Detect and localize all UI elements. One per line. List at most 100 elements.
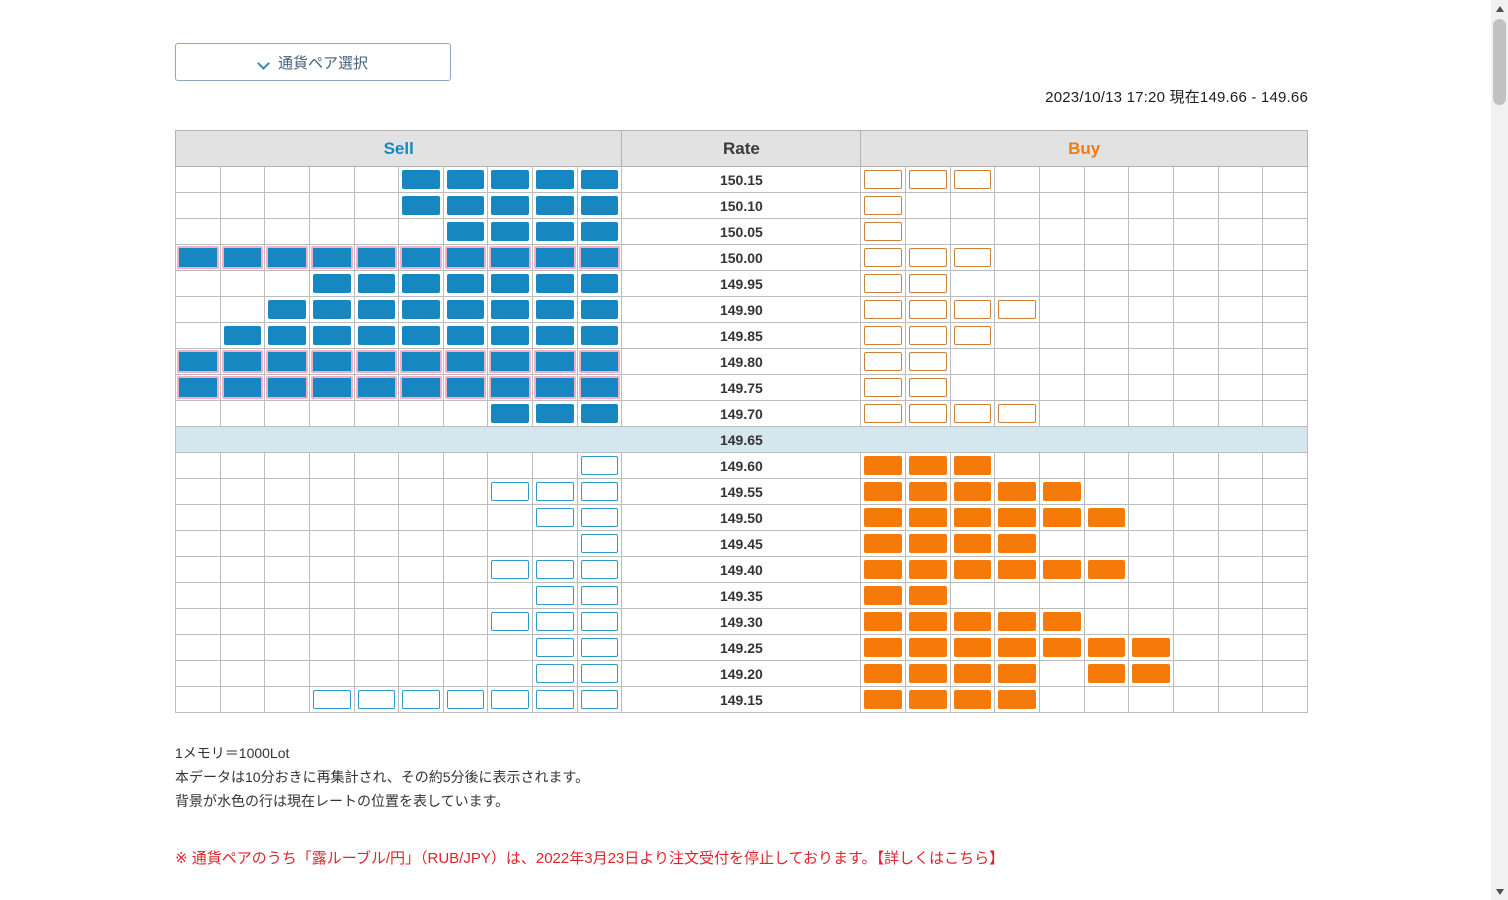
sell-order-box	[536, 482, 574, 501]
sell-volume-bar-highlighted	[534, 350, 576, 373]
sell-volume-bar	[446, 274, 485, 293]
buy-cell	[1217, 374, 1264, 401]
sell-cell	[532, 296, 578, 323]
buy-cell	[905, 192, 951, 219]
buy-cell	[860, 556, 907, 583]
sell-cell	[175, 478, 221, 505]
sell-cell	[532, 374, 578, 401]
sell-cell	[398, 322, 444, 349]
sell-cell	[308, 452, 355, 479]
sell-cell	[532, 348, 578, 375]
buy-volume-bar	[998, 482, 1036, 501]
sell-cell	[219, 426, 266, 453]
buy-volume-bar	[1087, 560, 1126, 579]
sell-cell	[398, 348, 444, 375]
sell-cell	[398, 452, 444, 479]
board-row: 149.55	[175, 478, 1308, 505]
sell-cell	[308, 634, 355, 661]
sell-cell	[487, 478, 534, 505]
rate-cell: 149.40	[621, 556, 862, 583]
sell-order-box	[536, 586, 574, 605]
buy-cell	[1262, 322, 1308, 349]
scroll-down-button[interactable]	[1491, 883, 1508, 900]
scroll-up-button[interactable]	[1491, 0, 1508, 17]
sell-cell	[353, 348, 400, 375]
sell-cell	[353, 244, 400, 271]
buy-cell	[1262, 244, 1308, 271]
sell-cell	[308, 244, 355, 271]
note-unit: 1メモリ＝1000Lot	[175, 745, 290, 761]
sell-cell	[353, 556, 400, 583]
buy-cell	[994, 426, 1040, 453]
sell-cell	[308, 374, 355, 401]
sell-volume-bar-highlighted	[444, 376, 487, 399]
buy-cell	[1128, 400, 1174, 427]
sell-volume-bar-highlighted	[489, 350, 532, 373]
buy-cell	[1262, 504, 1308, 531]
sell-volume-bar-highlighted	[444, 246, 487, 269]
sell-cell	[353, 270, 400, 297]
sell-order-box	[580, 482, 619, 501]
buy-cell	[1262, 686, 1308, 713]
sell-cell	[576, 192, 623, 219]
buy-cell	[905, 582, 951, 609]
buy-cell	[1262, 218, 1308, 245]
sell-cell	[487, 686, 534, 713]
sell-cell	[442, 218, 489, 245]
buy-cell	[1128, 608, 1174, 635]
sell-cell	[264, 530, 310, 557]
buy-cell	[1262, 374, 1308, 401]
buy-cell	[860, 504, 907, 531]
buy-cell	[1038, 270, 1085, 297]
buy-cell	[1217, 426, 1264, 453]
sell-cell	[487, 348, 534, 375]
buy-volume-bar	[864, 612, 903, 631]
notice-details-link[interactable]: 【詳しくはこちら】	[876, 850, 1005, 867]
buy-volume-bar	[953, 456, 992, 475]
sell-volume-bar-highlighted	[400, 246, 442, 269]
buy-order-box	[909, 170, 947, 189]
buy-cell	[949, 452, 996, 479]
sell-cell	[532, 608, 578, 635]
buy-cell	[949, 556, 996, 583]
buy-cell	[1128, 192, 1174, 219]
sell-cell	[398, 218, 444, 245]
sell-cell	[532, 504, 578, 531]
buy-cell	[1217, 634, 1264, 661]
sell-cell	[264, 504, 310, 531]
sell-cell	[175, 504, 221, 531]
sell-cell	[442, 634, 489, 661]
buy-cell	[1172, 426, 1219, 453]
sell-cell	[175, 608, 221, 635]
buy-cell	[860, 608, 907, 635]
buy-cell	[1128, 322, 1174, 349]
buy-cell	[1128, 374, 1174, 401]
scrollbar-track[interactable]	[1491, 0, 1508, 900]
buy-order-box	[864, 274, 903, 293]
sell-cell	[264, 322, 310, 349]
scrollbar-thumb[interactable]	[1493, 19, 1506, 105]
buy-volume-bar	[998, 690, 1036, 709]
sell-cell	[532, 400, 578, 427]
buy-cell	[860, 426, 907, 453]
buy-volume-bar	[864, 534, 903, 553]
sell-cell	[487, 374, 534, 401]
sell-volume-bar-highlighted	[221, 376, 264, 399]
sell-cell	[398, 270, 444, 297]
sell-cell	[442, 244, 489, 271]
sell-cell	[353, 166, 400, 193]
buy-cell	[1172, 374, 1219, 401]
buy-cell	[1217, 556, 1264, 583]
sell-volume-bar-highlighted	[489, 376, 532, 399]
sell-cell	[175, 426, 221, 453]
buy-order-box	[864, 404, 903, 423]
sell-cell	[576, 634, 623, 661]
rate-cell: 150.15	[621, 166, 862, 193]
buy-cell	[994, 556, 1040, 583]
sell-cell	[264, 452, 310, 479]
sell-cell	[264, 686, 310, 713]
rate-cell: 149.50	[621, 504, 862, 531]
currency-pair-selector[interactable]: 通貨ペア選択	[175, 43, 451, 81]
sell-volume-bar	[580, 222, 619, 241]
sell-cell	[442, 556, 489, 583]
